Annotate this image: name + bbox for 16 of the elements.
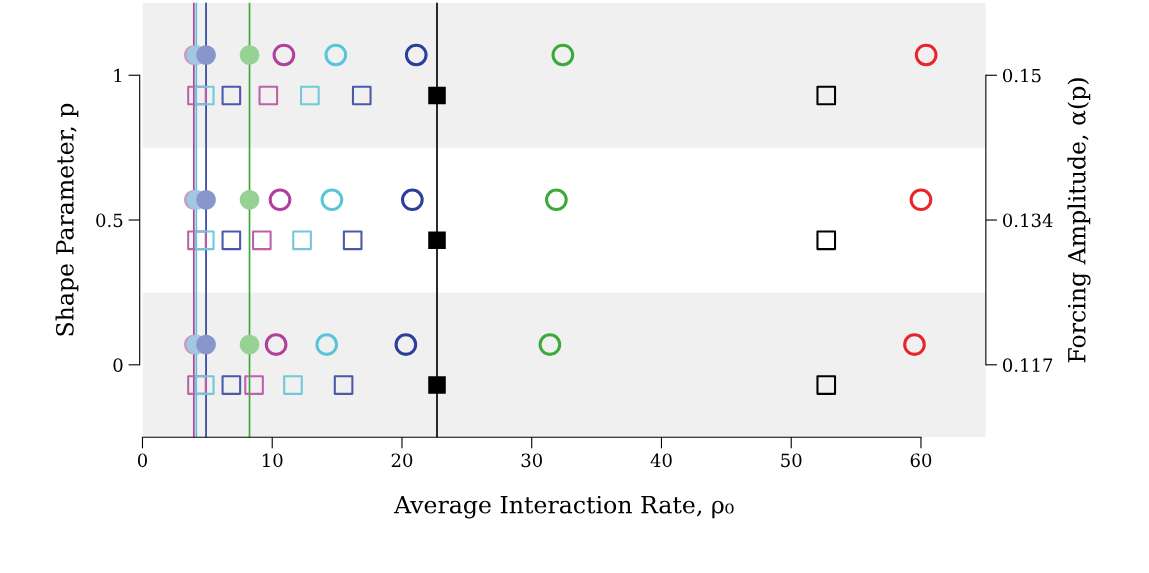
x-tick-label: 40 bbox=[650, 453, 672, 468]
y-tick-label: 0.5 bbox=[96, 213, 123, 228]
y2-tick-label: 0.117 bbox=[1003, 358, 1053, 372]
y2-tick-label: 0.15 bbox=[1003, 68, 1041, 83]
x-tick-label: 50 bbox=[781, 453, 802, 468]
y2-axis-title: Forcing Amplitude, α(p) bbox=[1067, 78, 1091, 363]
x-tick-label: 0 bbox=[137, 453, 148, 468]
x-tick-label: 30 bbox=[521, 453, 543, 468]
y-tick-label: 0 bbox=[113, 358, 123, 372]
x-axis-title: Average Interaction Rate, ρ₀ bbox=[393, 495, 734, 519]
x-tick-label: 60 bbox=[910, 453, 932, 468]
y2-tick-label: 0.134 bbox=[1003, 213, 1053, 228]
y-tick-label: 1 bbox=[114, 68, 122, 83]
x-tick-label: 20 bbox=[391, 453, 413, 468]
x-tick-label: 10 bbox=[262, 453, 283, 468]
y-axis-title: Shape Parameter, p bbox=[55, 103, 79, 336]
